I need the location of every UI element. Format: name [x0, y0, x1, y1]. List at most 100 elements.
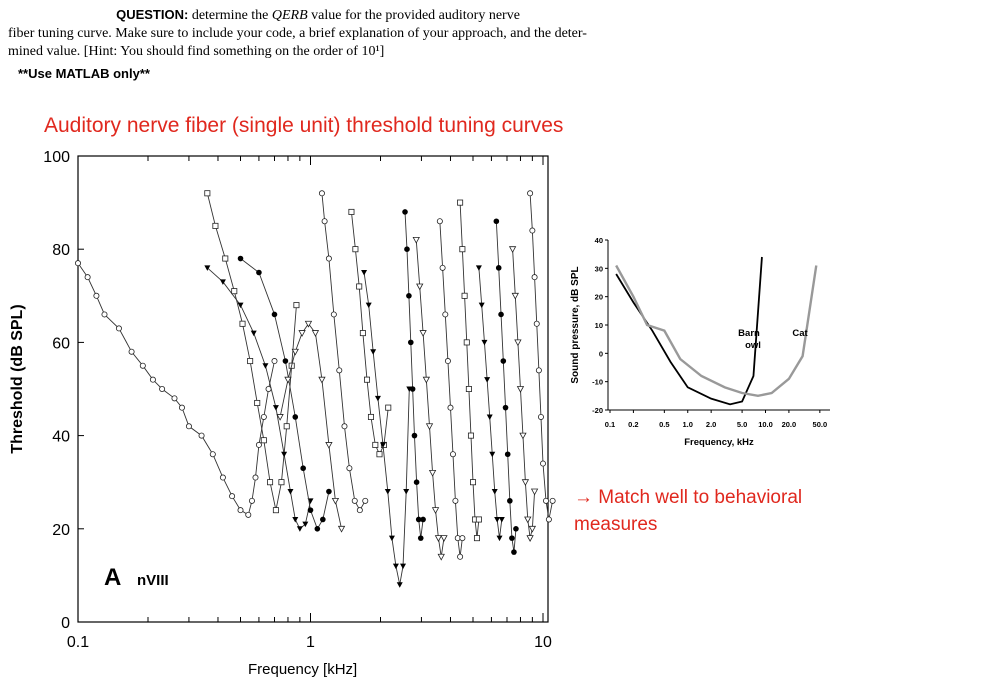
data-point	[292, 516, 299, 523]
tuning-curve-line	[279, 322, 342, 529]
data-point	[346, 465, 353, 472]
data-point	[500, 358, 507, 364]
x-tick-label-b: 0.5	[659, 420, 669, 429]
data-point	[452, 497, 459, 504]
data-point	[352, 246, 359, 253]
matlab-note: **Use MATLAB only**	[18, 66, 150, 81]
data-point	[495, 265, 502, 271]
qerb-symbol: QERB	[271, 8, 308, 23]
x-tick-label-b: 2.0	[706, 420, 716, 429]
y-tick-label-b: 0	[599, 349, 603, 358]
data-point	[222, 255, 229, 262]
x-tick-label-b: 5.0	[737, 420, 747, 429]
data-point	[527, 190, 534, 197]
data-point	[326, 488, 332, 495]
data-point	[271, 358, 278, 365]
data-point	[449, 451, 456, 458]
data-point	[356, 283, 363, 290]
data-point	[413, 479, 420, 486]
data-point	[247, 358, 254, 365]
data-point	[411, 432, 418, 439]
data-point	[530, 488, 539, 496]
y-tick-label-a: 0	[61, 615, 70, 632]
data-point	[239, 320, 246, 327]
data-point	[362, 497, 369, 504]
data-point	[255, 441, 262, 448]
data-point	[549, 497, 556, 504]
x-tick-label-a: 1	[306, 634, 315, 651]
data-point	[278, 479, 285, 486]
data-point	[516, 386, 525, 393]
data-point	[302, 521, 309, 528]
data-point	[171, 395, 178, 402]
data-point	[417, 535, 424, 541]
data-point	[361, 270, 368, 276]
data-point	[537, 413, 544, 420]
data-point	[519, 432, 527, 440]
data-point	[321, 218, 328, 225]
question-text-2: value for the provided auditory nerve	[311, 8, 520, 23]
x-tick-label-b: 0.2	[628, 420, 638, 429]
data-point	[93, 292, 100, 299]
data-point	[521, 479, 530, 487]
y-tick-label-a: 100	[43, 149, 70, 166]
data-point	[440, 535, 448, 542]
data-point	[528, 525, 537, 533]
data-point	[272, 507, 279, 514]
data-point	[254, 399, 261, 406]
question-line-3: mined value. [Hint: You should find some…	[8, 44, 385, 59]
data-point	[396, 582, 403, 588]
data-point	[276, 414, 284, 421]
data-point	[439, 264, 446, 271]
data-point	[336, 367, 343, 374]
data-point	[267, 479, 274, 486]
match-note: → Match well to behavioral measures	[574, 487, 803, 535]
plot-frame-a	[77, 155, 549, 623]
data-point	[262, 363, 269, 369]
data-point	[402, 209, 408, 215]
tuning-curve-line	[206, 193, 297, 511]
tuning-curve-line	[404, 211, 424, 539]
data-point	[178, 404, 185, 411]
data-point	[292, 414, 299, 420]
data-point	[307, 507, 314, 513]
data-point	[293, 302, 300, 309]
data-point	[311, 330, 320, 337]
data-point	[431, 507, 440, 514]
data-point	[508, 246, 517, 254]
data-point	[204, 265, 211, 271]
data-point	[444, 358, 451, 365]
data-point	[209, 451, 216, 458]
question-label: QUESTION:	[116, 7, 189, 22]
data-point	[416, 283, 424, 291]
tuning-curve-line	[77, 262, 275, 516]
data-point	[529, 227, 536, 234]
data-point	[457, 199, 464, 206]
data-point	[524, 516, 532, 524]
data-point	[465, 385, 472, 392]
y-tick-label-b: 30	[595, 264, 603, 273]
data-point	[545, 516, 552, 523]
barn-owl-label: Barn	[738, 328, 760, 339]
data-point	[185, 423, 192, 430]
data-point	[542, 497, 549, 504]
data-point	[498, 516, 505, 523]
data-point	[331, 497, 340, 505]
data-point	[379, 442, 386, 448]
data-point	[252, 474, 259, 481]
data-point	[351, 497, 358, 504]
data-point	[513, 526, 519, 532]
barn-owl-label-2: owl	[745, 340, 761, 351]
data-point	[372, 441, 379, 448]
data-point	[248, 497, 255, 504]
data-point	[409, 386, 416, 392]
x-tick-label-b: 10.0	[758, 420, 773, 429]
data-point	[385, 404, 392, 411]
data-point	[84, 274, 91, 281]
data-point	[428, 469, 437, 477]
data-point	[384, 489, 391, 495]
data-point	[486, 414, 493, 420]
data-point	[475, 516, 482, 523]
data-point	[496, 535, 503, 542]
